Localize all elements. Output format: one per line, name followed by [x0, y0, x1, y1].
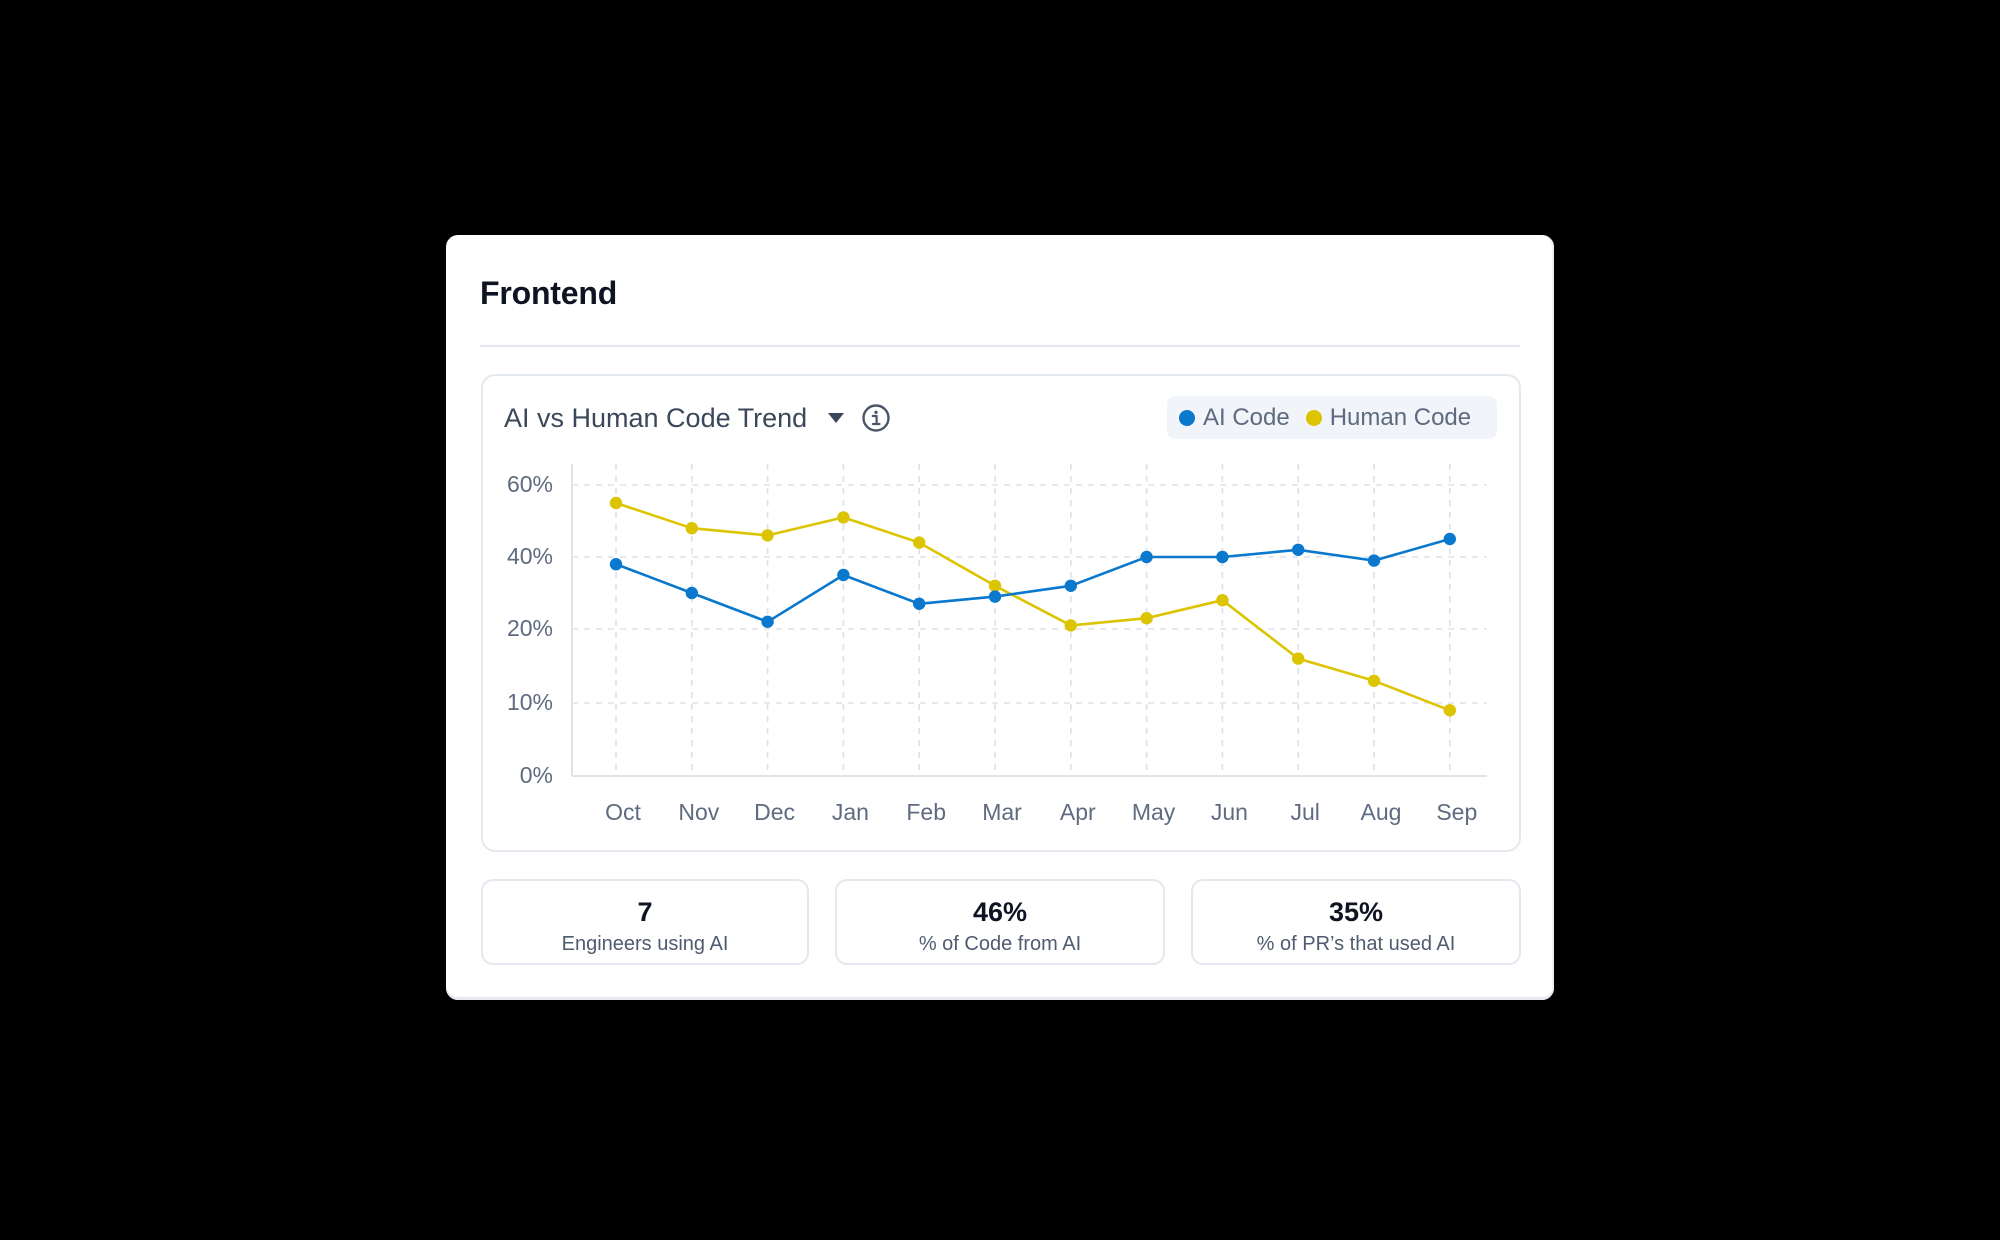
legend-label: Human Code	[1329, 403, 1472, 431]
y-tick-label: 20%	[506, 615, 553, 641]
caret-down-icon	[828, 413, 845, 423]
x-tick-label: Jan	[831, 799, 869, 825]
legend-label: AI Code	[1203, 403, 1290, 431]
x-tick-label: Jun	[1210, 799, 1248, 825]
chart-legend: AI Code Human Code	[1167, 396, 1497, 439]
chart-header: AI vs Human Code Trend	[504, 400, 891, 436]
stat-label: Engineers using AI	[561, 933, 729, 955]
x-tick-label: Jul	[1290, 799, 1320, 825]
header-divider	[480, 345, 1520, 347]
x-tick-label: Dec	[754, 799, 796, 825]
stat-label: % of PR’s that used AI	[1256, 933, 1456, 955]
stat-card-code-from-ai: 46% % of Code from AI	[835, 879, 1165, 965]
chart-type-dropdown[interactable]	[827, 400, 845, 436]
x-tick-label: Nov	[678, 799, 720, 825]
legend-item-human-code[interactable]: Human Code	[1305, 403, 1472, 433]
y-tick-label: 0%	[519, 762, 553, 788]
y-tick-label: 10%	[506, 689, 553, 715]
info-button[interactable]	[861, 403, 891, 433]
legend-item-ai-code[interactable]: AI Code	[1179, 403, 1290, 433]
x-tick-label: Sep	[1436, 799, 1478, 825]
x-tick-label: Feb	[906, 799, 946, 825]
stat-value: 7	[637, 897, 653, 927]
y-tick-label: 60%	[506, 471, 553, 497]
stat-card-engineers: 7 Engineers using AI	[481, 879, 809, 965]
x-tick-label: Aug	[1360, 799, 1402, 825]
ai-code-dot-icon	[1179, 409, 1195, 426]
x-tick-label: Mar	[982, 799, 1022, 825]
stat-card-prs-used-ai: 35% % of PR’s that used AI	[1191, 879, 1521, 965]
card-title: Frontend	[480, 275, 618, 311]
x-tick-label: May	[1131, 799, 1176, 825]
x-tick-label: Apr	[1059, 799, 1096, 825]
info-icon	[862, 404, 890, 432]
x-tick-label: Oct	[605, 799, 641, 825]
stat-label: % of Code from AI	[918, 933, 1082, 955]
y-tick-label: 40%	[506, 543, 553, 569]
chart-title: AI vs Human Code Trend	[504, 403, 808, 433]
chart-panel	[481, 374, 1521, 852]
human-code-dot-icon	[1305, 409, 1322, 426]
stat-value: 46%	[972, 897, 1028, 927]
stat-value: 35%	[1328, 897, 1384, 927]
